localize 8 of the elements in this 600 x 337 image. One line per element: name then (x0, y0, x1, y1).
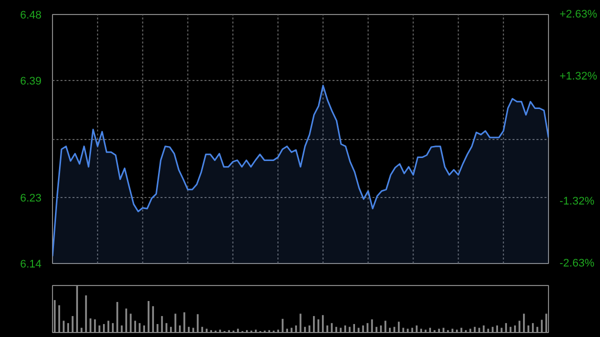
y2-tick-label: +2.63% (560, 8, 598, 20)
y-tick-label: 6.48 (20, 10, 42, 22)
y2-tick-label: -2.63% (560, 258, 595, 270)
y-tick-label: 6.14 (20, 258, 42, 270)
y-tick-label: 6.39 (20, 75, 42, 88)
y2-tick-label: -1.32% (560, 195, 595, 208)
y-tick-label: 6.23 (20, 192, 42, 205)
y2-tick-label: +1.32% (560, 70, 598, 83)
